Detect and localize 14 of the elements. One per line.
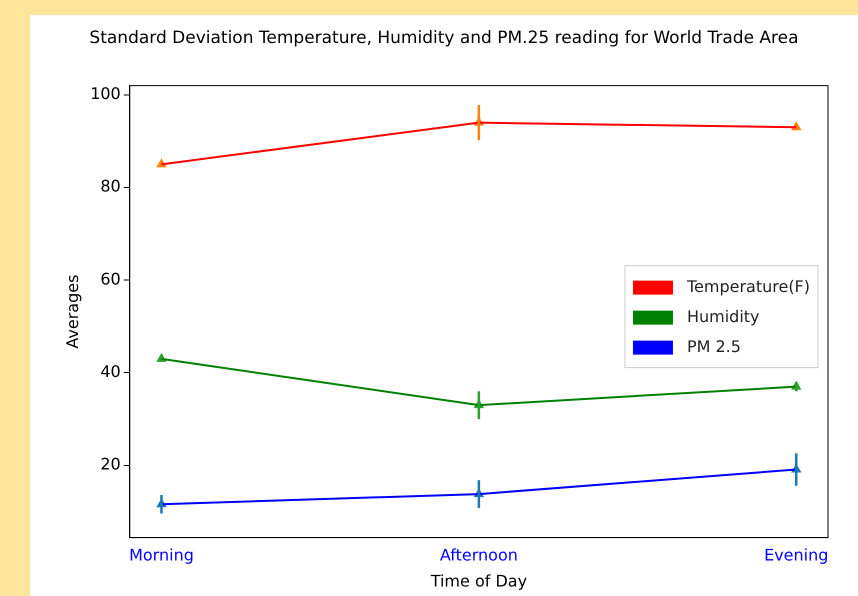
- x-tick-label: Afternoon: [440, 545, 518, 564]
- x-axis-title: Time of Day: [430, 572, 528, 591]
- y-axis-title: Averages: [62, 274, 82, 349]
- x-tick-label: Morning: [129, 545, 194, 564]
- y-tick-label: 20: [100, 454, 121, 474]
- y-tick-label: 40: [100, 362, 121, 381]
- legend-label: Temperature(F): [686, 276, 810, 296]
- y-tick-label: 60: [100, 269, 121, 288]
- legend-label: Humidity: [686, 306, 760, 326]
- legend-label: PM 2.5: [686, 336, 741, 356]
- chart-title: Standard Deviation Temperature, Humidity and PM.25 reading for World Trade Area: [88, 27, 800, 49]
- y-tick-label: 80: [100, 176, 121, 196]
- y-tick-label: 100: [90, 84, 121, 104]
- x-tick-label: Evening: [764, 545, 828, 564]
